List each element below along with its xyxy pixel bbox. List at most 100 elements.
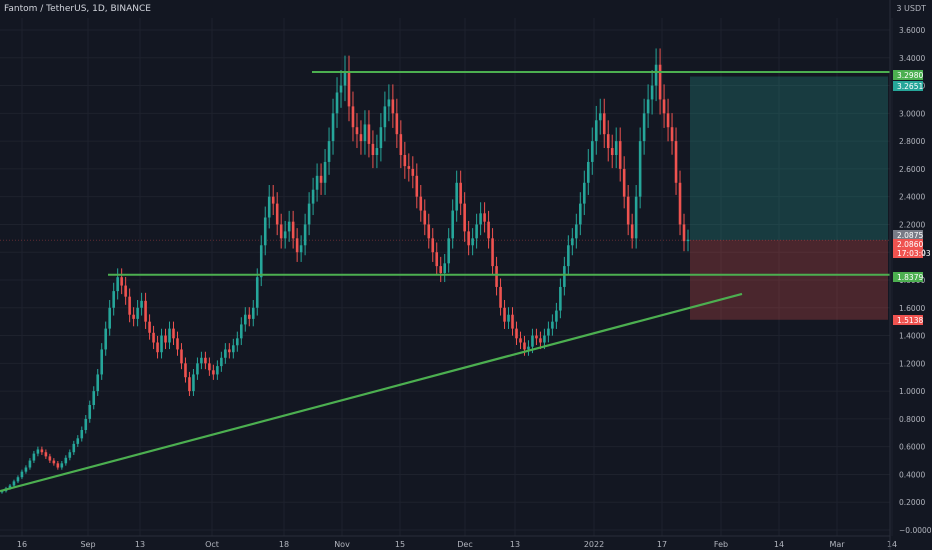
- candle-body: [451, 210, 454, 239]
- price-marker-label: 2.0875: [897, 231, 923, 240]
- ascending-trendline: [0, 292, 743, 493]
- candle-body: [343, 71, 347, 86]
- candle-body: [618, 141, 622, 169]
- candle-body: [674, 141, 678, 183]
- candle-body: [263, 217, 267, 246]
- candle-body: [152, 332, 155, 343]
- candle-body: [483, 213, 486, 222]
- candle-body: [634, 196, 638, 239]
- candle-body: [495, 266, 498, 287]
- candle-body: [487, 221, 490, 239]
- candle-body: [375, 148, 379, 155]
- candle-body: [279, 224, 283, 239]
- time-tick: Feb: [714, 540, 728, 549]
- time-tick: 14: [887, 540, 897, 549]
- price-tick: 2.8000: [899, 137, 925, 146]
- price-tick: 0.2000: [899, 498, 925, 507]
- candle-body: [606, 134, 610, 149]
- candle-body: [220, 357, 223, 367]
- candle-body: [583, 182, 586, 204]
- candle-body: [567, 245, 570, 267]
- candle-body: [319, 175, 323, 183]
- candle-body: [160, 335, 163, 353]
- time-tick: Dec: [457, 540, 472, 549]
- candle-body: [642, 113, 646, 142]
- price-marker-label: 1.8379: [897, 273, 923, 282]
- price-marker-label: 3.2651: [897, 82, 923, 91]
- grid: [0, 18, 893, 536]
- candle-body: [275, 203, 279, 225]
- price-tick: 2.2000: [899, 220, 925, 229]
- candle-body: [307, 203, 311, 225]
- candle-body: [383, 106, 387, 128]
- time-tick: 16: [17, 540, 27, 549]
- candle-body: [216, 366, 219, 375]
- price-tick: 1.6000: [899, 304, 925, 313]
- long-position-tool: [0, 76, 890, 320]
- time-tick: Mar: [829, 540, 845, 549]
- price-tick: 0.6000: [899, 443, 925, 452]
- candle-body: [96, 374, 100, 392]
- candle-body: [172, 328, 175, 339]
- candle-body: [148, 321, 151, 333]
- candle-body: [411, 168, 415, 176]
- candle-body: [471, 238, 474, 246]
- time-tick: 14: [774, 540, 784, 549]
- candle-body: [156, 342, 159, 353]
- candle-body: [427, 224, 431, 239]
- candle-body: [403, 155, 407, 167]
- candle-body: [682, 224, 686, 242]
- price-tick: 2.6000: [899, 165, 925, 174]
- candle-body: [511, 314, 514, 329]
- price-tick: 3.6000: [899, 26, 925, 35]
- loss-zone: [690, 240, 888, 320]
- profit-zone: [690, 76, 888, 241]
- time-tick: 13: [135, 540, 145, 549]
- currency-label[interactable]: 3 USDT: [896, 4, 926, 13]
- candle-body: [547, 328, 550, 336]
- candle-body: [287, 221, 291, 232]
- candle-body: [371, 143, 375, 155]
- candle-body: [164, 335, 167, 343]
- price-marker-bg: [893, 239, 923, 249]
- candle-body: [658, 64, 662, 100]
- price-tick: 3.4000: [899, 54, 925, 63]
- candle-body: [531, 335, 534, 347]
- candle-body: [208, 363, 211, 371]
- candle-body: [626, 196, 630, 225]
- candle-body: [563, 266, 566, 287]
- candle-body: [555, 310, 558, 322]
- drawings: [0, 70, 890, 493]
- candle-body: [299, 245, 303, 253]
- candle-body: [602, 113, 606, 135]
- price-marker-bg: [893, 230, 923, 240]
- candle-body: [575, 224, 578, 239]
- candle-body: [586, 161, 590, 183]
- candle-body: [571, 238, 574, 246]
- candle-body: [180, 349, 183, 364]
- candle-body: [291, 221, 295, 239]
- candle-body: [228, 349, 231, 353]
- time-tick: 2022: [584, 540, 604, 549]
- candle-body: [519, 338, 522, 343]
- candle-body: [419, 196, 423, 211]
- candle-body: [539, 338, 542, 343]
- time-tick: Sep: [80, 540, 95, 549]
- candle-body: [335, 92, 339, 114]
- price-marker: 3.2651: [893, 81, 923, 91]
- price-marker-bg: [893, 81, 923, 91]
- candle-body: [351, 106, 355, 128]
- time-tick: Nov: [334, 540, 350, 549]
- candle-body: [467, 231, 470, 246]
- candle-body: [503, 307, 506, 322]
- candle-body: [622, 168, 626, 197]
- candle-body: [363, 124, 367, 142]
- price-marker-bg: [893, 272, 923, 282]
- candle-body: [515, 328, 518, 339]
- candle-body: [200, 357, 203, 364]
- candle-body: [247, 314, 251, 319]
- candle-body: [60, 463, 64, 468]
- price-marker: 2.0860: [893, 239, 923, 249]
